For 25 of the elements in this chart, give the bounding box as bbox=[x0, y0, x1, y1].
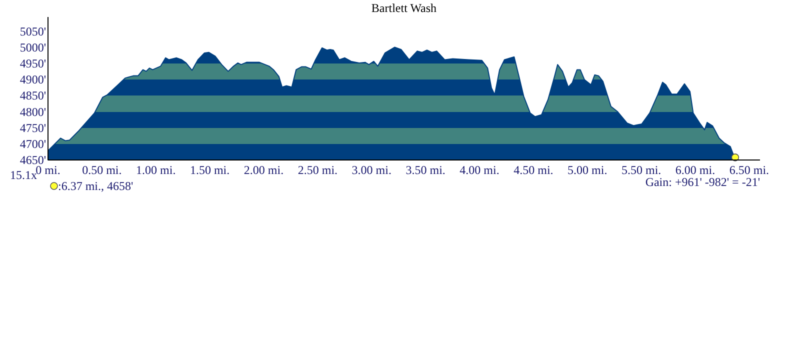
x-tick-label: 3.50 mi. bbox=[406, 163, 446, 177]
y-tick-label: 4800' bbox=[20, 104, 46, 119]
y-tick-label: 4850' bbox=[20, 88, 46, 103]
x-tick-label: 1.50 mi. bbox=[190, 163, 230, 177]
x-tick-label: 6.50 mi. bbox=[729, 163, 770, 177]
y-tick-label: 5050' bbox=[20, 24, 46, 38]
x-tick-label: 1.00 mi. bbox=[136, 163, 176, 177]
text: :6.37 mi., 4658' bbox=[58, 179, 134, 193]
x-tick-label: 5.00 mi. bbox=[568, 163, 608, 177]
x-tick-label: 6.00 mi. bbox=[675, 163, 716, 177]
y-tick-label: 4700' bbox=[20, 136, 46, 151]
x-tick-label: 4.00 mi. bbox=[460, 163, 500, 177]
y-tick-label: 5000' bbox=[20, 40, 46, 55]
x-tick-label: 4.50 mi. bbox=[514, 163, 554, 177]
x-tick-label: 2.50 mi. bbox=[298, 163, 338, 177]
y-tick-label: 4900' bbox=[20, 72, 46, 87]
text: Gain: +961' -982' = -21' bbox=[645, 175, 760, 189]
x-tick-label: 0.50 mi. bbox=[82, 163, 122, 177]
x-tick-label: 5.50 mi. bbox=[621, 163, 662, 177]
x-tick-label: 2.00 mi. bbox=[244, 163, 284, 177]
chart-title: Bartlett Wash bbox=[371, 1, 437, 15]
x-tick-label: 3.00 mi. bbox=[352, 163, 392, 177]
y-tick-label: 4950' bbox=[20, 56, 46, 71]
text: 15.1x bbox=[10, 168, 37, 182]
y-tick-label: 4750' bbox=[20, 120, 46, 135]
